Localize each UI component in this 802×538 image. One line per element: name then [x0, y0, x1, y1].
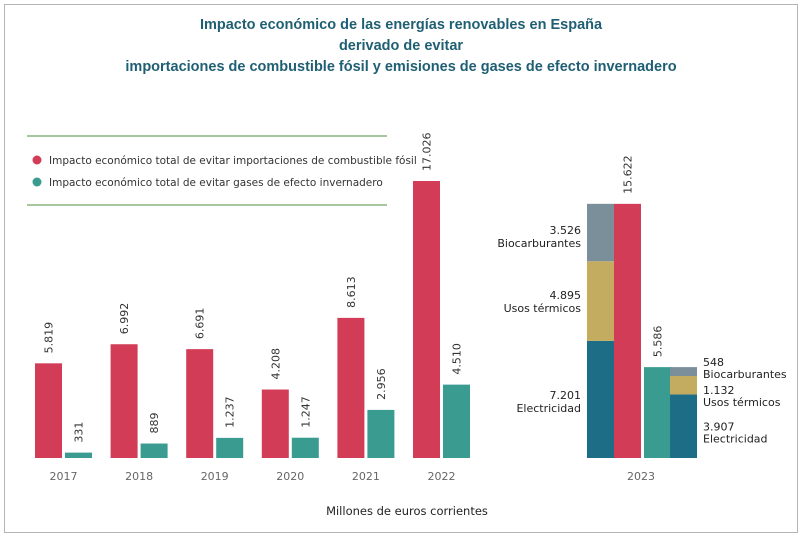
bar-emissions-2019	[216, 437, 244, 458]
stack-emissions-electricidad-value: 3.907	[703, 420, 735, 433]
bar-emissions-2023	[644, 367, 671, 458]
label-emissions-2022: 4.510	[451, 343, 464, 375]
label-emissions-2018: 889	[148, 413, 161, 434]
bar-fossil-2018	[110, 344, 138, 458]
bar-fossil-2022	[413, 181, 440, 458]
label-emissions-2019: 1.237	[224, 396, 237, 428]
stack-fossil-usos-termicos-name: Usos térmicos	[504, 302, 582, 315]
bar-emissions-2020	[291, 437, 319, 458]
label-fossil-2018: 6.992	[118, 303, 131, 335]
stack-emissions-biocarburantes	[670, 367, 697, 377]
label-fossil-2020: 4.208	[269, 348, 282, 380]
title-line-3: importaciones de combustible fósil y emi…	[125, 59, 676, 75]
chart-frame: Impacto económico de las energías renova…	[4, 4, 798, 533]
renewables-impact-chart: Impacto económico de las energías renova…	[27, 17, 787, 518]
tick-2018: 2018	[125, 470, 153, 483]
bar-emissions-2017	[65, 452, 92, 458]
stack-emissions-biocarburantes-value: 548	[703, 356, 724, 369]
label-fossil-2021: 8.613	[345, 276, 358, 308]
label-fossil-2022: 17.026	[421, 133, 434, 172]
legend-entry-1: Impacto económico total de evitar import…	[49, 155, 417, 167]
stack-fossil-electricidad-value: 7.201	[550, 389, 582, 402]
stack-emissions-electricidad	[670, 394, 697, 458]
stack-fossil-electricidad-name: Electricidad	[516, 402, 581, 415]
stack-fossil-biocarburantes	[587, 203, 614, 262]
stack-fossil-usos-termicos	[587, 261, 614, 341]
tick-2022: 2022	[428, 470, 456, 483]
x-axis-label: Millones de euros corrientes	[326, 504, 488, 518]
bar-fossil-2019	[186, 349, 214, 458]
title-line-1: Impacto económico de las energías renova…	[200, 17, 603, 33]
stack-emissions-biocarburantes-name: Biocarburantes	[703, 368, 787, 381]
label-emissions-2020: 1.247	[299, 396, 312, 428]
tick-2021: 2021	[352, 470, 380, 483]
title-line-2: derivado de evitar	[339, 38, 463, 54]
chart-title: Impacto económico de las energías renova…	[125, 17, 676, 75]
tick-2019: 2019	[201, 470, 229, 483]
stack-emissions-usos-termicos-name: Usos térmicos	[703, 396, 781, 409]
label-emissions-2021: 2.956	[375, 368, 388, 400]
bar-fossil-2020	[261, 389, 289, 458]
x-axis-ticks: 2017 2018 2019 2020 2021 2022 2023	[50, 470, 656, 483]
tick-2023: 2023	[627, 470, 655, 483]
label-emissions-2017: 331	[73, 422, 86, 443]
stack-fossil-biocarburantes-name: Biocarburantes	[497, 237, 581, 250]
label-emissions-2023: 5.586	[652, 326, 665, 358]
bar-emissions-2022	[443, 384, 470, 458]
legend-marker-2	[32, 177, 42, 187]
stack-emissions-electricidad-name: Electricidad	[703, 432, 768, 445]
bar-fossil-2021	[337, 317, 365, 458]
bar-emissions-2021	[367, 409, 395, 458]
stack-emissions-usos-termicos	[670, 376, 697, 395]
chart-legend: Impacto económico total de evitar import…	[27, 135, 417, 206]
bars-2017-2022: 5.819 331 6.992 889 6.691 1.237 4.208 1.247 8.61…	[35, 133, 470, 458]
tick-2017: 2017	[50, 470, 78, 483]
legend-entry-2: Impacto económico total de evitar gases …	[49, 177, 383, 189]
stack-fossil-electricidad	[587, 340, 614, 458]
label-fossil-2019: 6.691	[194, 308, 207, 340]
bar-fossil-2023	[614, 203, 641, 458]
bar-fossil-2017	[35, 363, 62, 458]
tick-2020: 2020	[276, 470, 304, 483]
stack-fossil-usos-termicos-value: 4.895	[550, 289, 582, 302]
legend-marker-1	[32, 155, 42, 165]
label-fossil-2023: 15.622	[622, 155, 635, 194]
stack-emissions-usos-termicos-value: 1.132	[703, 384, 735, 397]
bar-emissions-2018	[140, 443, 168, 458]
stack-fossil-biocarburantes-value: 3.526	[550, 224, 582, 237]
label-fossil-2017: 5.819	[43, 322, 56, 354]
